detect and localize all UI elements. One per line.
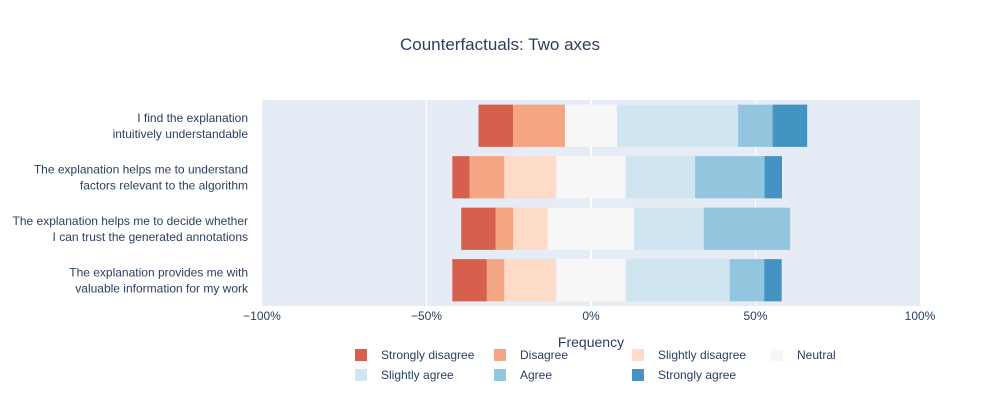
- category-label-1-line-0: The explanation helps me to understand: [34, 162, 248, 176]
- bar-slightly-agree-1[interactable]: [625, 156, 696, 199]
- category-label-0-line-1: intuitively understandable: [113, 127, 249, 141]
- category-label-3-line-0: The explanation provides me with: [69, 265, 248, 279]
- bar-strongly-disagree-3[interactable]: [452, 259, 487, 302]
- category-label-3-line-1: valuable information for my work: [75, 281, 249, 295]
- bar-slightly-disagree-3[interactable]: [504, 259, 557, 302]
- bar-neutral-1[interactable]: [556, 156, 626, 199]
- bar-neutral-3[interactable]: [556, 259, 626, 302]
- bar-strongly-disagree-1[interactable]: [452, 156, 470, 199]
- x-axis-ticks: −100% −50% 0% 50% 100%: [243, 309, 936, 323]
- bar-agree-2[interactable]: [703, 207, 791, 250]
- legend-swatch-neutral[interactable]: [771, 349, 783, 361]
- legend-label-neutral[interactable]: Neutral: [797, 348, 836, 362]
- x-tick-label-1: −50%: [411, 309, 442, 323]
- bar-slightly-disagree-1[interactable]: [504, 156, 557, 199]
- legend-label-agree[interactable]: Agree: [520, 368, 552, 382]
- bar-disagree-0[interactable]: [513, 104, 566, 147]
- bar-slightly-agree-0[interactable]: [616, 104, 739, 147]
- bar-agree-0[interactable]: [738, 104, 773, 147]
- legend-label-slightly-agree[interactable]: Slightly agree: [381, 368, 454, 382]
- bar-disagree-3[interactable]: [486, 259, 505, 302]
- bar-disagree-1[interactable]: [469, 156, 505, 199]
- x-tick-label-4: 100%: [905, 309, 936, 323]
- bar-strongly-agree-3[interactable]: [764, 259, 782, 302]
- x-tick-label-3: 50%: [743, 309, 767, 323]
- legend-label-strongly-agree[interactable]: Strongly agree: [658, 368, 736, 382]
- category-label-1-line-1: factors relevant to the algorithm: [80, 178, 248, 192]
- bar-slightly-agree-3[interactable]: [625, 259, 730, 302]
- category-label-2-line-1: I can trust the generated annotations: [53, 230, 248, 244]
- legend-swatch-slightly-disagree[interactable]: [632, 349, 644, 361]
- legend-label-disagree[interactable]: Disagree: [520, 348, 568, 362]
- chart-title: Counterfactuals: Two axes: [400, 35, 600, 54]
- bar-strongly-agree-1[interactable]: [764, 156, 782, 199]
- bar-slightly-agree-2[interactable]: [634, 207, 704, 250]
- legend-swatch-strongly-agree[interactable]: [632, 369, 644, 381]
- legend-label-strongly-disagree[interactable]: Strongly disagree: [381, 348, 475, 362]
- bar-neutral-0[interactable]: [565, 104, 617, 147]
- bar-strongly-disagree-0[interactable]: [478, 104, 514, 147]
- category-label-2-line-0: The explanation helps me to decide wheth…: [13, 214, 248, 228]
- bar-neutral-2[interactable]: [547, 207, 635, 250]
- legend-swatch-agree[interactable]: [494, 369, 506, 381]
- bar-disagree-2[interactable]: [495, 207, 514, 250]
- legend-swatch-disagree[interactable]: [494, 349, 506, 361]
- bar-slightly-disagree-2[interactable]: [513, 207, 548, 250]
- legend-swatch-strongly-disagree[interactable]: [355, 349, 367, 361]
- bars: [452, 104, 808, 302]
- category-labels: I find the explanation intuitively unders…: [13, 111, 249, 296]
- x-tick-label-2: 0%: [582, 309, 600, 323]
- legend[interactable]: Strongly disagree Disagree Slightly disagr…: [355, 348, 836, 382]
- legend-swatch-slightly-agree[interactable]: [355, 369, 367, 381]
- legend-label-slightly-disagree[interactable]: Slightly disagree: [658, 348, 746, 362]
- x-axis-title: Frequency: [558, 334, 624, 350]
- bar-agree-3[interactable]: [729, 259, 765, 302]
- category-label-0-line-0: I find the explanation: [137, 111, 248, 125]
- bar-strongly-agree-0[interactable]: [772, 104, 808, 147]
- x-tick-label-0: −100%: [243, 309, 281, 323]
- bar-strongly-disagree-2[interactable]: [461, 207, 496, 250]
- bar-agree-1[interactable]: [695, 156, 765, 199]
